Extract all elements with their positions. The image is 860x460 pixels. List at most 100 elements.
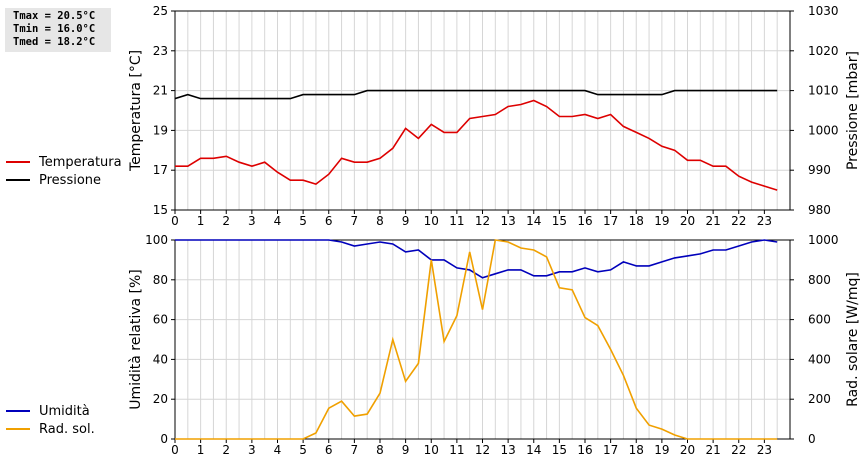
y-tick-label: 15 [153,203,168,217]
x-tick-label: 22 [731,443,746,457]
legend-label-radsol: Rad. sol. [39,421,95,437]
x-tick-label: 21 [705,443,720,457]
legend-top: Temperatura Pressione [6,153,122,189]
x-tick-label: 10 [424,443,439,457]
x-tick-label: 11 [449,214,464,228]
y-tick-label: 21 [153,84,168,98]
y2-axis-label: Pressione [mbar] [845,51,860,170]
x-tick-label: 5 [299,214,307,228]
x-tick-label: 7 [351,214,359,228]
y-tick-label: 80 [153,273,168,287]
x-tick-label: 7 [351,443,359,457]
x-tick-label: 20 [680,443,695,457]
legend-item-umidita: Umidità [6,402,95,420]
chart-2: 0 1 2 3 4 5 6 7 8 9 10 11 12 13 14 15 16 17 18 19 20 21 22 2302… [128,233,860,457]
x-tick-label: 12 [475,443,490,457]
y-tick-label: 25 [153,4,168,18]
x-tick-label: 5 [299,443,307,457]
y-tick-label: 20 [153,392,168,406]
y2-axis-label: Rad. solare [W/mq] [845,272,860,407]
y2-tick-label: 990 [808,163,831,177]
x-tick-label: 17 [603,214,618,228]
x-tick-label: 19 [654,214,669,228]
chart-1: 0 1 2 3 4 5 6 7 8 9 10 11 12 13 14 15 16 17 18 19 20 21 22 2315… [128,4,860,228]
temperatura-swatch [6,161,30,163]
x-tick-label: 9 [402,443,410,457]
legend-label-pressione: Pressione [39,172,102,188]
y2-tick-label: 600 [808,313,831,327]
x-tick-label: 10 [424,214,439,228]
y-tick-label: 100 [145,233,168,247]
y-axis-label: Umidità relativa [%] [128,269,144,410]
y2-tick-label: 1000 [808,123,839,137]
stats-box: Tmax = 20.5°C Tmin = 16.0°C Tmed = 18.2°… [5,8,111,52]
x-tick-label: 1 [197,443,205,457]
x-tick-label: 11 [449,443,464,457]
x-tick-label: 20 [680,214,695,228]
x-tick-label: 4 [274,443,282,457]
legend-item-temperatura: Temperatura [6,153,122,171]
x-tick-label: 1 [197,214,205,228]
series-line-temperatura [175,99,778,191]
x-tick-label: 15 [552,214,567,228]
y-axis-label: Temperatura [°C] [128,50,144,172]
legend-label-temperatura: Temperatura [39,154,122,170]
series-line-rad-sol [175,239,778,440]
y2-tick-label: 1020 [808,44,839,58]
y-tick-label: 40 [153,352,168,366]
x-tick-label: 17 [603,443,618,457]
x-tick-label: 13 [500,214,515,228]
x-tick-label: 21 [705,214,720,228]
series-line-umidit [175,239,778,279]
y-tick-label: 0 [160,432,168,446]
x-tick-label: 14 [526,443,541,457]
y2-tick-label: 1000 [808,233,839,247]
x-tick-label: 13 [500,443,515,457]
x-tick-label: 12 [475,214,490,228]
x-tick-label: 23 [757,443,772,457]
x-tick-label: 22 [731,214,746,228]
x-tick-label: 2 [222,214,230,228]
x-tick-label: 9 [402,214,410,228]
x-tick-label: 19 [654,443,669,457]
x-tick-label: 6 [325,443,333,457]
y-tick-label: 23 [153,44,168,58]
pressione-swatch [6,179,30,181]
y2-tick-label: 200 [808,392,831,406]
x-tick-label: 0 [171,214,179,228]
tmax-label: Tmax = 20.5°C [13,10,96,22]
legend-item-radsol: Rad. sol. [6,420,95,438]
legend-label-umidita: Umidità [39,403,90,419]
x-tick-label: 16 [577,214,592,228]
y-tick-label: 17 [153,163,168,177]
series-line-pressione [175,89,778,100]
x-tick-label: 23 [757,214,772,228]
x-tick-label: 0 [171,443,179,457]
x-tick-label: 18 [629,443,644,457]
x-tick-label: 2 [222,443,230,457]
x-tick-label: 3 [248,214,256,228]
x-tick-label: 15 [552,443,567,457]
x-tick-label: 6 [325,214,333,228]
x-tick-label: 8 [376,214,384,228]
umidita-swatch [6,410,30,412]
x-tick-label: 4 [274,214,282,228]
y-tick-label: 60 [153,313,168,327]
x-tick-label: 8 [376,443,384,457]
y2-tick-label: 0 [808,432,816,446]
x-tick-label: 3 [248,443,256,457]
tmin-label: Tmin = 16.0°C [13,23,96,35]
x-tick-label: 18 [629,214,644,228]
tmed-label: Tmed = 18.2°C [13,36,96,48]
x-tick-label: 14 [526,214,541,228]
y2-tick-label: 400 [808,352,831,366]
y2-tick-label: 1010 [808,84,839,98]
legend-bottom: Umidità Rad. sol. [6,402,95,438]
legend-item-pressione: Pressione [6,171,122,189]
y2-tick-label: 800 [808,273,831,287]
y2-tick-label: 980 [808,203,831,217]
x-tick-label: 16 [577,443,592,457]
radsol-swatch [6,428,30,430]
